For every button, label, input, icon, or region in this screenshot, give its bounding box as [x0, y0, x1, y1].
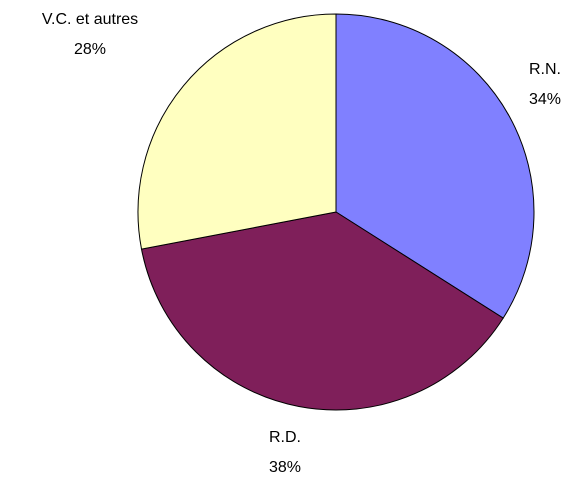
pie-slice	[137, 13, 337, 250]
slice-label: R.D.	[269, 429, 301, 446]
slice-label: V.C. et autres	[42, 11, 138, 28]
slice-value: 28%	[74, 41, 106, 58]
slice-label: R.N.	[529, 61, 561, 78]
slice-value: 34%	[529, 91, 561, 108]
pie-slice	[335, 13, 535, 319]
pie-slice	[140, 211, 504, 411]
slice-value: 38%	[269, 459, 301, 476]
